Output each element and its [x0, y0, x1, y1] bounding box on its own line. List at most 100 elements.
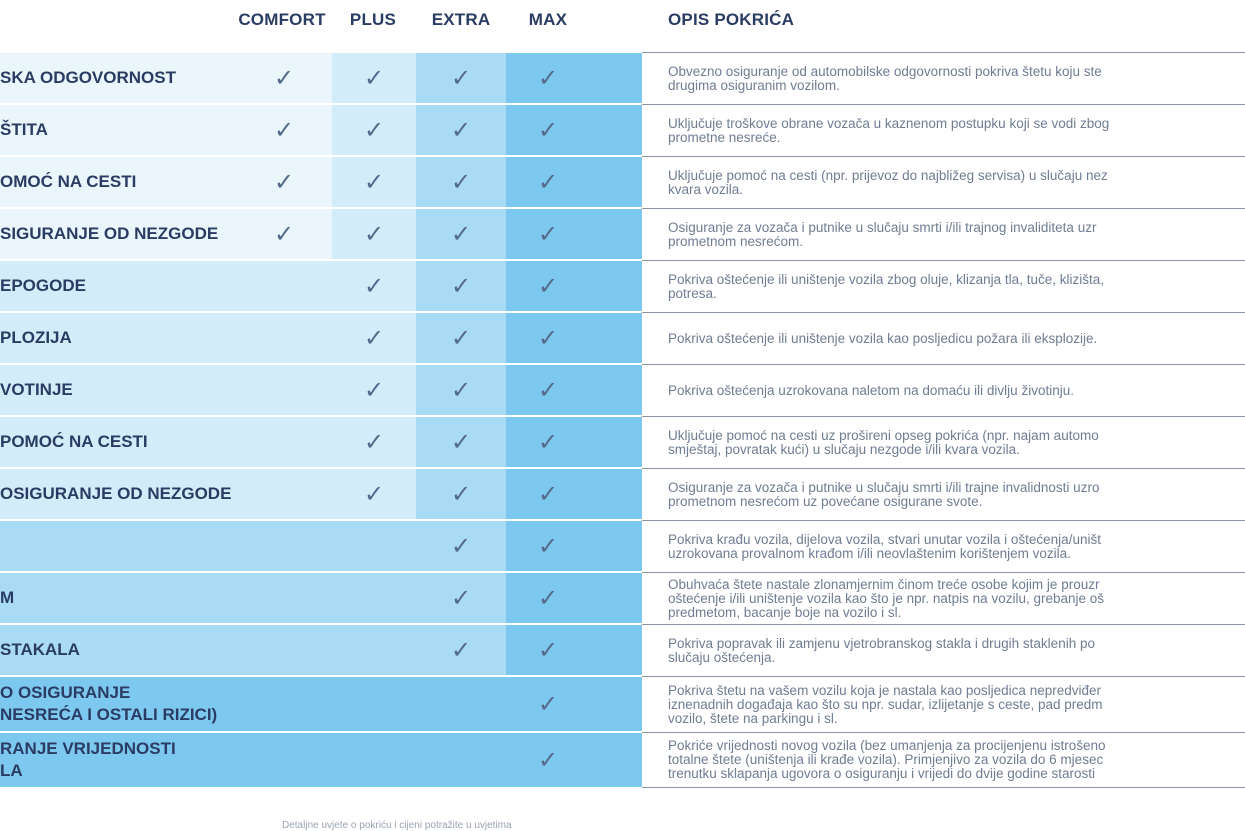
check-cell-max: ✓: [506, 417, 642, 467]
description-row: Osiguranje za vozača i putnike u slučaju…: [642, 468, 1245, 520]
coverage-label: POMOĆ NA CESTI: [0, 432, 148, 451]
check-icon: ✓: [537, 532, 559, 560]
check-cell-plus: ✓: [332, 469, 416, 519]
check-icon: ✓: [537, 376, 559, 404]
check-icon: ✓: [273, 116, 295, 144]
row-band: [0, 417, 332, 467]
check-cell-extra: ✓: [416, 209, 506, 259]
description-row: Uključuje pomoć na cesti uz prošireni op…: [642, 416, 1245, 468]
footer-note: Detaljne uvjete o pokriću i cijeni potra…: [282, 820, 512, 831]
check-icon: ✓: [537, 64, 559, 92]
coverage-description: Uključuje troškove obrane vozača u kazne…: [668, 115, 1110, 145]
check-cell-max: ✓: [506, 105, 642, 155]
check-icon: ✓: [537, 746, 559, 774]
check-icon: ✓: [450, 428, 472, 456]
check-icon: ✓: [537, 480, 559, 508]
coverage-description: Osiguranje za vozača i putnike u slučaju…: [668, 479, 1100, 509]
check-cell-extra: ✓: [416, 573, 506, 623]
description-row: Osiguranje za vozača i putnike u slučaju…: [642, 208, 1245, 260]
check-cell-max: ✓: [506, 573, 642, 623]
check-icon: ✓: [450, 324, 472, 352]
coverage-label: ŠTITA: [0, 120, 48, 139]
description-row: Pokriva oštećenje ili uništenje vozila k…: [642, 312, 1245, 364]
check-icon: ✓: [537, 272, 559, 300]
description-row: Pokriva popravak ili zamjenu vjetrobrans…: [642, 624, 1245, 676]
coverage-row: ✓ ✓: [0, 520, 642, 572]
check-icon: ✓: [537, 168, 559, 196]
description-row: Uključuje troškove obrane vozača u kazne…: [642, 104, 1245, 156]
coverage-description: Pokriva oštećenja uzrokovana naletom na …: [668, 382, 1074, 398]
coverage-label: PLOZIJA: [0, 328, 72, 347]
check-cell-plus: ✓: [332, 417, 416, 467]
check-icon: ✓: [450, 272, 472, 300]
coverage-description: Pokriće vrijednosti novog vozila (bez um…: [668, 738, 1106, 781]
coverage-description: Pokriva oštećenje ili uništenje vozila z…: [668, 271, 1104, 301]
check-icon: ✓: [273, 168, 295, 196]
description-row: Obuhvaća štete nastale zlonamjernim čino…: [642, 572, 1245, 624]
description-row: Pokriva oštećenje ili uništenje vozila z…: [642, 260, 1245, 312]
check-cell-plus: ✓: [332, 157, 416, 207]
check-cell-extra: ✓: [416, 417, 506, 467]
coverage-description: Uključuje pomoć na cesti (npr. prijevoz …: [668, 167, 1108, 197]
check-cell-max: ✓: [506, 157, 642, 207]
coverage-row: ✓ ✓ ✓ ✓ SIGURANJE OD NEZGODE: [0, 208, 642, 260]
header-plus: PLUS: [349, 10, 397, 29]
check-icon: ✓: [273, 220, 295, 248]
coverage-row: ✓ ✓ ✓ POMOĆ NA CESTI: [0, 416, 642, 468]
check-cell-comfort: ✓: [236, 209, 332, 259]
row-band: [0, 677, 506, 731]
check-icon: ✓: [363, 324, 385, 352]
check-icon: ✓: [363, 376, 385, 404]
row-band: [0, 733, 506, 787]
coverage-description: Pokriva oštećenje ili uništenje vozila k…: [668, 330, 1098, 346]
coverage-row: ✓ ✓ ✓ PLOZIJA: [0, 312, 642, 364]
check-cell-comfort: ✓: [236, 53, 332, 103]
coverage-label: VOTINJE: [0, 380, 73, 399]
check-icon: ✓: [363, 220, 385, 248]
row-band: [0, 625, 416, 675]
check-cell-max: ✓: [506, 521, 642, 571]
check-cell-max: ✓: [506, 365, 642, 415]
check-icon: ✓: [537, 116, 559, 144]
check-cell-max: ✓: [506, 209, 642, 259]
coverage-label: OSIGURANJE OD NEZGODE: [0, 484, 232, 503]
check-icon: ✓: [363, 64, 385, 92]
check-cell-plus: ✓: [332, 313, 416, 363]
check-icon: ✓: [450, 220, 472, 248]
check-cell-extra: ✓: [416, 157, 506, 207]
coverage-row: ✓ ✓ ✓ VOTINJE: [0, 364, 642, 416]
check-icon: ✓: [450, 116, 472, 144]
coverage-row: ✓ RANJE VRIJEDNOSTI LA: [0, 732, 642, 788]
coverage-description: Uključuje pomoć na cesti uz prošireni op…: [668, 427, 1099, 457]
check-icon: ✓: [363, 116, 385, 144]
row-band: [0, 573, 416, 623]
coverage-description: Pokriva štetu na vašem vozilu koja je na…: [668, 682, 1103, 726]
check-icon: ✓: [537, 324, 559, 352]
check-cell-extra: ✓: [416, 261, 506, 311]
row-band: [0, 105, 236, 155]
check-icon: ✓: [363, 480, 385, 508]
check-cell-plus: ✓: [332, 261, 416, 311]
coverage-row: ✓ ✓ M: [0, 572, 642, 624]
header-max: MAX: [528, 10, 568, 29]
coverage-row: ✓ ✓ ✓ ✓ OMOĆ NA CESTI: [0, 156, 642, 208]
check-icon: ✓: [450, 168, 472, 196]
check-cell-plus: ✓: [332, 365, 416, 415]
row-band: [0, 313, 332, 363]
check-icon: ✓: [537, 690, 559, 718]
header-opis-pokrica: OPIS POKRIĆA: [668, 10, 795, 29]
check-icon: ✓: [450, 480, 472, 508]
check-cell-max: ✓: [506, 733, 642, 787]
coverage-row: ✓ ✓ ✓ OSIGURANJE OD NEZGODE: [0, 468, 642, 520]
check-icon: ✓: [363, 428, 385, 456]
check-cell-extra: ✓: [416, 53, 506, 103]
coverage-description: Pokriva krađu vozila, dijelova vozila, s…: [668, 531, 1101, 561]
coverage-label: SKA ODGOVORNOST: [0, 68, 176, 87]
coverage-label: [0, 520, 236, 572]
check-cell-plus: ✓: [332, 105, 416, 155]
coverage-description: Obuhvaća štete nastale zlonamjernim čino…: [668, 576, 1105, 620]
check-icon: ✓: [273, 64, 295, 92]
row-band: [0, 261, 332, 311]
coverage-descriptions: Obvezno osiguranje od automobilske odgov…: [642, 52, 1245, 788]
coverage-description: Osiguranje za vozača i putnike u slučaju…: [668, 219, 1097, 249]
